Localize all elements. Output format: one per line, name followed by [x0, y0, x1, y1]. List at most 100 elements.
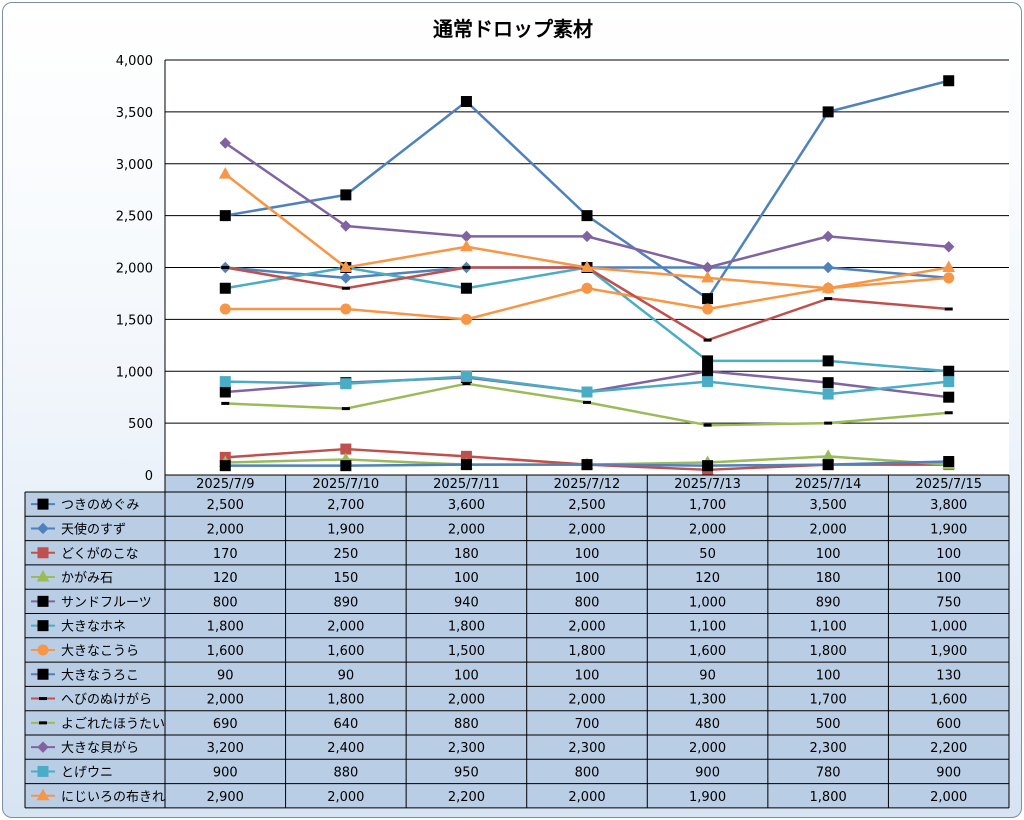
data-point [943, 365, 955, 377]
data-label: 180 [816, 571, 841, 586]
data-point [580, 260, 594, 272]
data-label: 1,600 [327, 644, 364, 659]
data-label: 50 [699, 547, 716, 562]
data-label: 100 [454, 668, 479, 683]
series-name: へびのぬけがら [61, 693, 152, 708]
data-label: 2,000 [689, 522, 726, 537]
chart-title: 通常ドロップ素材 [433, 17, 593, 41]
data-label: 1,800 [448, 620, 485, 635]
data-label: 1,300 [689, 693, 726, 708]
data-label: 2,500 [568, 498, 605, 513]
data-label: 1,800 [568, 644, 605, 659]
x-category-label: 2025/7/15 [915, 477, 982, 492]
data-label: 1,900 [930, 522, 967, 537]
legend-key-marker [37, 741, 49, 753]
data-point [822, 377, 834, 389]
data-point [824, 297, 833, 301]
data-label: 2,000 [689, 741, 726, 756]
legend-key-marker [36, 788, 50, 801]
data-point [822, 230, 834, 243]
data-label: 2,000 [448, 522, 485, 537]
legend-key-marker [37, 522, 49, 535]
series-name: 大きな貝がら [61, 741, 139, 756]
data-point [703, 338, 712, 342]
data-label: 100 [936, 547, 961, 562]
data-label: 640 [333, 717, 358, 732]
series-name: とげウニ [61, 765, 113, 780]
data-point [221, 266, 230, 269]
data-label: 100 [575, 547, 600, 562]
data-label: 2,000 [810, 522, 847, 537]
series-name: サンドフルーツ [61, 595, 152, 610]
data-point [702, 303, 714, 315]
data-label: 690 [213, 717, 238, 732]
series-name: 大きなホネ [61, 620, 126, 635]
data-point [943, 75, 955, 87]
data-label: 100 [575, 571, 600, 586]
data-point [340, 272, 352, 284]
data-point [341, 407, 350, 411]
data-label: 940 [454, 595, 479, 610]
data-label: 100 [816, 668, 841, 683]
y-tick-label: 4,000 [116, 54, 153, 69]
data-label: 1,800 [810, 790, 847, 805]
data-label: 1,000 [689, 595, 726, 610]
data-label: 890 [333, 595, 358, 610]
data-point [340, 189, 352, 201]
data-point [824, 421, 833, 425]
data-point [701, 270, 714, 283]
data-point [943, 241, 955, 253]
data-label: 150 [333, 571, 358, 586]
data-label: 2,200 [930, 741, 967, 756]
legend-key-marker [37, 595, 49, 607]
series-name: 天使のすず [61, 521, 126, 537]
y-tick-label: 0 [145, 469, 153, 484]
data-label: 2,000 [207, 693, 244, 708]
data-point [944, 411, 953, 415]
data-label: 600 [936, 717, 961, 732]
data-point [822, 106, 834, 118]
data-point [460, 313, 472, 325]
data-point [822, 388, 834, 400]
data-label: 800 [213, 595, 238, 610]
y-tick-label: 3,000 [116, 158, 153, 173]
legend-key-marker [37, 765, 49, 777]
data-label: 880 [333, 765, 358, 780]
data-point [702, 376, 714, 388]
y-tick-label: 1,500 [116, 313, 153, 328]
data-label: 2,500 [207, 498, 244, 513]
data-label: 1,100 [689, 620, 726, 635]
data-point [822, 261, 834, 274]
series-name: どくがのこな [61, 547, 139, 562]
data-label: 170 [213, 547, 238, 562]
data-label: 2,300 [448, 741, 485, 756]
data-point [581, 210, 593, 222]
data-label: 900 [213, 765, 238, 780]
data-point [219, 210, 231, 222]
data-point [218, 167, 232, 179]
data-label: 480 [695, 717, 720, 732]
data-point [581, 230, 593, 243]
series-name: かがみ石 [61, 571, 113, 586]
data-label: 1,600 [207, 644, 244, 659]
data-label: 2,200 [448, 790, 485, 805]
data-label: 1,000 [930, 620, 967, 635]
data-label: 1,800 [327, 693, 364, 708]
data-label: 2,000 [327, 620, 364, 635]
data-table-header [165, 475, 1009, 492]
data-label: 100 [816, 547, 841, 562]
data-label: 800 [575, 765, 600, 780]
data-label: 2,000 [568, 522, 605, 537]
data-point [339, 260, 353, 272]
data-label: 890 [816, 595, 841, 610]
data-point [221, 401, 230, 405]
data-label: 1,900 [327, 522, 364, 537]
data-label: 2,000 [568, 790, 605, 805]
data-point [822, 355, 834, 367]
data-point [460, 459, 472, 471]
data-label: 2,000 [207, 522, 244, 537]
data-label: 1,700 [810, 693, 847, 708]
data-label: 1,600 [930, 693, 967, 708]
data-point [460, 96, 472, 107]
